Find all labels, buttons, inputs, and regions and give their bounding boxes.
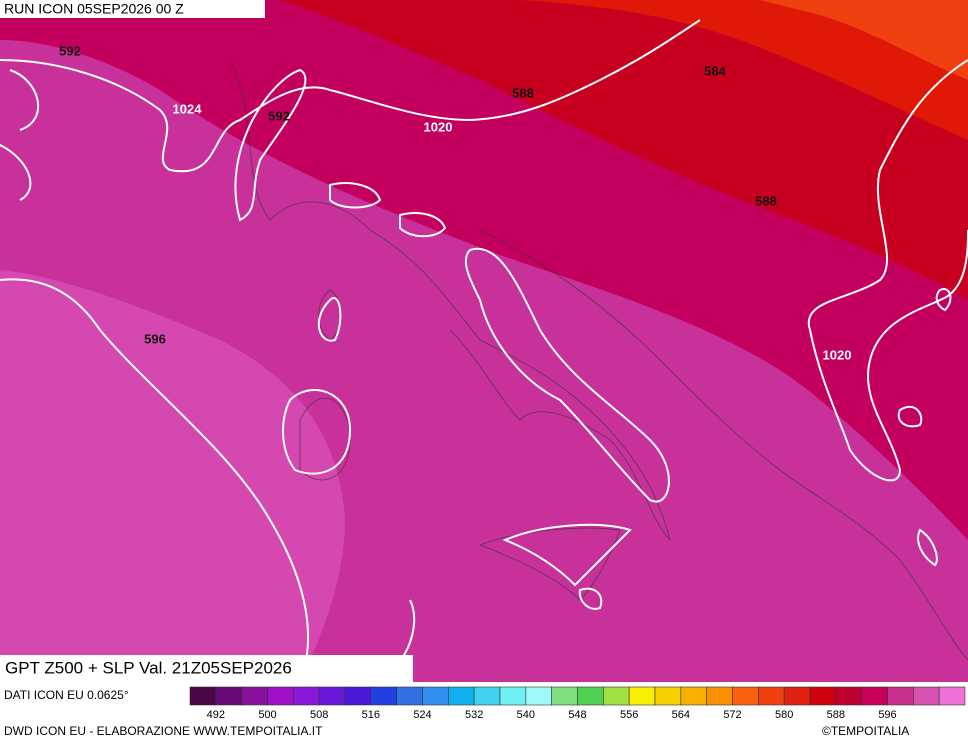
colorbar-label: 596	[878, 709, 896, 721]
colorbar-swatch	[551, 686, 578, 706]
colorbar-swatch	[887, 686, 914, 706]
colorbar-swatch	[809, 686, 837, 706]
colorbar-swatch	[370, 686, 397, 706]
zone-592	[0, 55, 968, 682]
contour-labels: 592 1024 592 588 1020 584 588 596 1020	[59, 43, 851, 362]
isobar	[282, 182, 447, 475]
colorbar-swatch	[422, 686, 449, 706]
zone-596	[0, 270, 345, 682]
colorbar-swatch	[913, 686, 940, 706]
footer-title: GPT Z500 + SLP Val. 21Z05SEP2026	[5, 658, 292, 677]
isobar	[0, 19, 701, 201]
colorbar-swatch	[293, 686, 320, 706]
isobar	[0, 278, 310, 683]
isobar	[464, 247, 670, 503]
title-box	[0, 655, 413, 682]
contour-label: 592	[268, 108, 290, 123]
colorbar-label: 548	[568, 709, 586, 721]
colorbar-swatch	[241, 686, 268, 706]
run-label: RUN ICON 05SEP2026 00 Z	[4, 1, 184, 17]
coastline	[479, 229, 968, 661]
colorbar-swatch	[499, 686, 527, 706]
colorbar-label: 572	[723, 709, 741, 721]
contour-label: 588	[755, 193, 777, 208]
colorbar-swatch	[396, 686, 423, 706]
colorbar-swatch	[577, 686, 604, 706]
colorbar-label: 564	[672, 709, 690, 721]
contour-label: 592	[59, 43, 81, 58]
colorbar-swatch	[680, 686, 707, 706]
colorbar-label: 492	[207, 709, 225, 721]
copyright: ©TEMPOITALIA	[822, 724, 909, 738]
colorbar-swatch	[448, 686, 475, 706]
contour-label: 1020	[424, 119, 453, 134]
colorbar-swatch	[732, 686, 759, 706]
colorbar-label: 508	[310, 709, 328, 721]
colorbar-swatch	[525, 686, 552, 706]
colorbar-swatch	[938, 686, 966, 706]
zone-580	[520, 0, 968, 140]
colorbar-swatch	[603, 686, 630, 706]
colorbar: 492 500 508 516 524 532 540 548 556 564 572 580 588 5…	[189, 686, 966, 721]
colorbar-swatch	[835, 686, 862, 706]
colorbar-label: 500	[258, 709, 276, 721]
colorbar-label: 524	[413, 709, 431, 721]
credits: DWD ICON EU - ELABORAZIONE WWW.TEMPOITAL…	[4, 724, 323, 738]
contour-label: 584	[704, 63, 726, 78]
colorbar-swatch	[706, 686, 733, 706]
colorbar-swatch	[628, 686, 656, 706]
map: 592 1024 592 588 1020 584 588 596 1020 RUN ICON …	[0, 0, 968, 683]
colorbar-swatch	[344, 686, 372, 706]
contour-label: 1020	[823, 347, 852, 362]
colorbar-label: 540	[517, 709, 535, 721]
colorbar-swatch	[783, 686, 811, 706]
zone-584	[280, 0, 968, 300]
isobar	[807, 59, 968, 567]
colorbar-label: 516	[362, 709, 380, 721]
colorbar-swatch	[473, 686, 501, 706]
colorbar-label: 588	[827, 709, 845, 721]
colorbar-swatch	[267, 686, 294, 706]
zone-576	[760, 0, 968, 80]
colorbar-swatch	[861, 686, 888, 706]
colorbar-swatch	[318, 686, 346, 706]
isobar	[234, 68, 307, 222]
data-source: DATI ICON EU 0.0625°	[4, 688, 129, 702]
contour-label: 596	[144, 331, 166, 346]
contour-label: 1024	[173, 101, 203, 116]
colorbar-swatch	[654, 686, 682, 706]
colorbar-label: 580	[775, 709, 793, 721]
header-box	[0, 0, 265, 18]
colorbar-swatch	[189, 686, 217, 706]
contour-label: 588	[512, 85, 534, 100]
colorbar-label: 532	[465, 709, 483, 721]
colorbar-swatch	[215, 686, 242, 706]
colorbar-label: 556	[620, 709, 638, 721]
colorbar-swatch	[758, 686, 785, 706]
coastline	[229, 59, 671, 542]
